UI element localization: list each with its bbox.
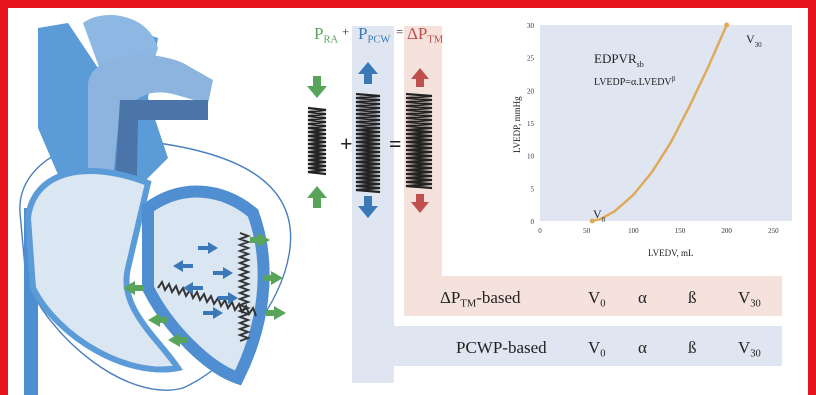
x-tick-label: 250 bbox=[768, 227, 779, 235]
row-tm-label-sub: TM bbox=[460, 298, 477, 310]
row-tm-v30-main: V bbox=[738, 288, 751, 307]
annotation-edpvr-main: EDPVR bbox=[594, 51, 637, 66]
label-tm-main: ΔP bbox=[407, 24, 428, 43]
row-pcwp-v0-sub: 0 bbox=[600, 348, 606, 360]
x-tick-label: 0 bbox=[538, 227, 542, 235]
row-pcwp-v30-main: V bbox=[738, 338, 751, 357]
row-pcwp-v30-sub: 30 bbox=[750, 348, 761, 360]
lv-spring-1 bbox=[237, 232, 251, 342]
spring-equals-sign: = bbox=[389, 131, 402, 156]
y-tick-label: 20 bbox=[527, 87, 535, 95]
label-pra-main: P bbox=[314, 24, 324, 43]
row-tm-label: ΔPTM-based bbox=[440, 288, 521, 310]
label-pcw: PPCW bbox=[358, 24, 390, 46]
annotation-v0: V0 bbox=[593, 207, 606, 224]
blue-pressure-arrows bbox=[173, 242, 238, 319]
blue-arrow-down-icon bbox=[358, 196, 378, 218]
row-pcwp-label: PCWP-based bbox=[456, 338, 547, 357]
pcwp-row-band bbox=[352, 326, 782, 366]
spring-pra bbox=[307, 106, 327, 176]
figure-canvas: PRA + PPCW = ΔPTM + = 0 5 10 15 20 25 30 bbox=[8, 8, 808, 395]
annotation-edpvr-sub: sb bbox=[637, 60, 644, 69]
row-tm-label-suffix: -based bbox=[476, 288, 521, 307]
label-equals-1: = bbox=[396, 24, 404, 39]
spring-plus-sign: + bbox=[340, 131, 353, 156]
row-pcwp-v0: V0 bbox=[588, 338, 606, 360]
x-tick-label: 100 bbox=[628, 227, 639, 235]
row-tm-beta: ß bbox=[688, 288, 697, 307]
row-pcwp-beta: ß bbox=[688, 338, 697, 357]
annotation-formula: LVEDP=α.LVEDVβ bbox=[594, 75, 676, 88]
annotation-formula-main: LVEDP=α.LVEDV bbox=[594, 77, 672, 88]
annotation-v30-sub: 30 bbox=[755, 41, 763, 49]
green-arrow-up-icon bbox=[307, 186, 327, 208]
row-tm-v0: V0 bbox=[588, 288, 606, 310]
label-tm-sub: TM bbox=[427, 34, 444, 46]
label-pra: PRA bbox=[314, 24, 338, 46]
tm-row-band bbox=[404, 276, 782, 316]
label-tm: ΔPTM bbox=[407, 24, 443, 46]
right-ventricle bbox=[24, 167, 183, 373]
heart-illustration bbox=[19, 15, 292, 395]
y-tick-label: 10 bbox=[527, 153, 535, 161]
spring-pcw bbox=[355, 92, 381, 194]
row-tm-v30-sub: 30 bbox=[750, 298, 761, 310]
point-v30 bbox=[724, 22, 730, 28]
red-arrow-down-icon bbox=[411, 194, 429, 213]
annotation-v0-sub: 0 bbox=[602, 216, 606, 224]
aorta bbox=[88, 54, 213, 228]
row-pcwp-v30: V30 bbox=[738, 338, 761, 360]
row-tm-v0-sub: 0 bbox=[600, 298, 606, 310]
spring-equation: + = bbox=[307, 62, 433, 218]
pcw-band bbox=[352, 26, 394, 383]
label-pcw-sub: PCW bbox=[367, 34, 391, 46]
row-pcwp-v0-main: V bbox=[588, 338, 601, 357]
spring-tm bbox=[405, 92, 433, 190]
y-tick-label: 5 bbox=[531, 185, 535, 193]
row-tm-v30: V30 bbox=[738, 288, 761, 310]
point-v0 bbox=[589, 218, 595, 224]
label-pcw-main: P bbox=[358, 24, 368, 43]
green-pressure-arrows bbox=[123, 233, 286, 347]
annotation-formula-sup: β bbox=[672, 75, 676, 83]
y-axis-label: LVEDP, mmHg bbox=[512, 96, 522, 153]
y-tick-label: 0 bbox=[531, 218, 535, 226]
label-plus-1: + bbox=[342, 24, 350, 39]
annotation-edpvr: EDPVRsb bbox=[594, 51, 644, 69]
row-pcwp-alpha: α bbox=[638, 338, 647, 357]
plot-area bbox=[540, 25, 792, 221]
y-tick-label: 15 bbox=[527, 120, 535, 128]
x-axis-label: LVEDV, mL bbox=[648, 248, 694, 258]
row-tm-label-main: ΔP bbox=[440, 288, 461, 307]
y-tick-label: 30 bbox=[527, 22, 535, 30]
blue-arrow-up-icon bbox=[358, 62, 378, 84]
row-tm-alpha: α bbox=[638, 288, 647, 307]
row-tm-v0-main: V bbox=[588, 288, 601, 307]
x-tick-label: 50 bbox=[583, 227, 591, 235]
x-tick-label: 150 bbox=[675, 227, 686, 235]
edpvr-curve bbox=[592, 24, 728, 223]
annotation-v30: V30 bbox=[746, 32, 762, 49]
edpvr-chart: 0 5 10 15 20 25 30 0 50 100 150 200 250 LVEDP, mmHg… bbox=[512, 22, 792, 258]
annotation-v30-main: V bbox=[746, 32, 755, 46]
lv-spring-2 bbox=[157, 279, 257, 317]
red-arrow-up-icon bbox=[411, 68, 429, 87]
green-arrow-down-icon bbox=[307, 76, 327, 98]
label-pra-sub: RA bbox=[323, 34, 339, 46]
y-tick-label: 25 bbox=[527, 55, 535, 63]
x-tick-label: 200 bbox=[721, 227, 732, 235]
annotation-v0-main: V bbox=[593, 207, 602, 221]
